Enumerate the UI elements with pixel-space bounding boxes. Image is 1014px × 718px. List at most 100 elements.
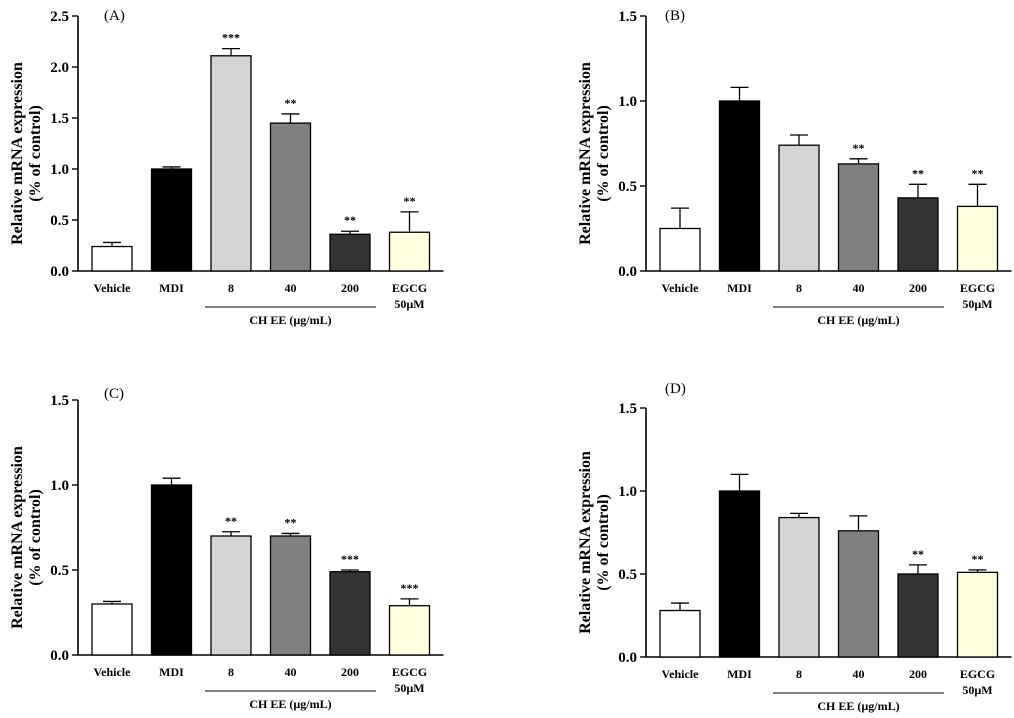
x-category-label: EGCG <box>960 281 995 295</box>
bar-5 <box>897 197 939 272</box>
significance-label: *** <box>341 552 359 566</box>
y-tick-label: 1.5 <box>50 393 69 409</box>
x-category-label: 8 <box>796 667 802 681</box>
y-tick-label: 1.5 <box>618 401 637 417</box>
panel-label: (C) <box>104 386 124 402</box>
y-axis-label: Relative mRNA expression <box>9 446 26 629</box>
panel-label: (D) <box>665 381 686 397</box>
bar-2 <box>718 100 761 272</box>
x-category-label: 40 <box>285 665 297 679</box>
x-category-label: MDI <box>727 281 752 295</box>
bar-6 <box>388 605 431 656</box>
x-category-label: Vehicle <box>662 667 700 681</box>
bar-2 <box>718 490 761 658</box>
chart-panel-b: 0.0 0.5 1.0 1.5 Relative mRNA expression (% o… <box>577 8 1012 327</box>
y-tick-label: 1.0 <box>50 162 69 178</box>
y-tick-label: 0.0 <box>618 650 637 666</box>
bar-2 <box>150 484 193 656</box>
x-category-label: 40 <box>853 667 865 681</box>
x-category-label: MDI <box>727 667 752 681</box>
significance-label: *** <box>222 31 240 45</box>
x-category-label: EGCG <box>960 667 995 681</box>
y-tick-label: 2.5 <box>50 9 69 25</box>
y-tick-label: 0.5 <box>618 179 637 195</box>
y-axis-label: (% of control) <box>27 105 44 202</box>
bar-5 <box>329 571 371 656</box>
x-category-label: 8 <box>228 665 234 679</box>
y-tick-label: 0.5 <box>618 567 637 583</box>
y-axis-label: (% of control) <box>595 494 612 591</box>
x-category-label: 50µM <box>962 297 992 311</box>
significance-label: ** <box>285 515 297 529</box>
x-category-label: MDI <box>159 665 184 679</box>
y-tick-label: 1.5 <box>618 9 637 25</box>
bar-1 <box>91 245 133 272</box>
y-tick-label: 0.5 <box>50 213 69 229</box>
chart-panel-d: 0.0 0.5 1.0 1.5 Relative mRNA expression (% o… <box>577 381 1012 713</box>
x-category-label: 40 <box>853 281 865 295</box>
x-category-label: 50µM <box>394 681 424 695</box>
bar-6 <box>388 231 431 272</box>
bar-3 <box>210 535 252 656</box>
bar-4 <box>837 530 880 658</box>
y-tick-label: 0.0 <box>50 264 69 280</box>
x-category-label: 200 <box>909 281 927 295</box>
bar-6 <box>956 205 999 272</box>
significance-label: ** <box>344 213 356 227</box>
bar-5 <box>897 573 939 658</box>
significance-label: ** <box>853 141 865 155</box>
significance-label: ** <box>912 547 924 561</box>
x-category-label: Vehicle <box>94 281 132 295</box>
group-label: CH EE (µg/mL) <box>817 313 899 327</box>
y-axis-label: Relative mRNA expression <box>577 451 594 634</box>
group-label: CH EE (µg/mL) <box>249 313 331 327</box>
y-tick-label: 1.5 <box>50 111 69 127</box>
significance-label: ** <box>912 166 924 180</box>
y-tick-label: 0.5 <box>50 563 69 579</box>
bar-4 <box>837 163 880 272</box>
group-label: CH EE (µg/mL) <box>817 699 899 713</box>
x-category-label: 200 <box>341 281 359 295</box>
panel-label: (A) <box>104 8 125 24</box>
y-tick-label: 1.0 <box>618 94 637 110</box>
significance-label: ** <box>404 194 416 208</box>
bar-4 <box>269 122 312 272</box>
significance-label: ** <box>972 166 984 180</box>
y-axis-label: Relative mRNA expression <box>577 62 594 245</box>
bar-4 <box>269 535 312 656</box>
x-category-label: 200 <box>909 667 927 681</box>
group-label: CH EE (µg/mL) <box>249 697 331 711</box>
bar-3 <box>778 144 820 272</box>
significance-label: ** <box>225 514 237 528</box>
y-axis-label: (% of control) <box>595 105 612 202</box>
y-tick-label: 2.0 <box>50 60 69 76</box>
bar-1 <box>659 227 701 272</box>
x-category-label: 50µM <box>394 297 424 311</box>
x-category-label: 8 <box>228 281 234 295</box>
x-category-label: EGCG <box>392 665 427 679</box>
x-category-label: 40 <box>285 281 297 295</box>
significance-label: *** <box>401 581 419 595</box>
y-tick-label: 0.0 <box>618 264 637 280</box>
bar-2 <box>150 168 193 272</box>
x-category-label: 200 <box>341 665 359 679</box>
bar-3 <box>210 55 252 272</box>
panel-label: (B) <box>665 8 685 24</box>
significance-label: ** <box>972 552 984 566</box>
bar-1 <box>659 609 701 658</box>
bar-6 <box>956 571 999 658</box>
x-category-label: MDI <box>159 281 184 295</box>
x-category-label: 50µM <box>962 683 992 697</box>
significance-label: ** <box>285 96 297 110</box>
chart-panel-c: 0.0 0.5 1.0 1.5 Relative mRNA expression (% o… <box>9 386 444 711</box>
y-axis-label: Relative mRNA expression <box>9 62 26 245</box>
x-category-label: EGCG <box>392 281 427 295</box>
x-category-label: Vehicle <box>662 281 700 295</box>
chart-panel-a: 0.0 0.5 1.0 1.5 2.0 2.5 Relative mRNA expressi… <box>9 8 444 327</box>
x-category-label: Vehicle <box>94 665 132 679</box>
y-tick-label: 1.0 <box>50 478 69 494</box>
bar-5 <box>329 233 371 272</box>
y-axis-label: (% of control) <box>27 489 44 586</box>
bar-1 <box>91 603 133 656</box>
